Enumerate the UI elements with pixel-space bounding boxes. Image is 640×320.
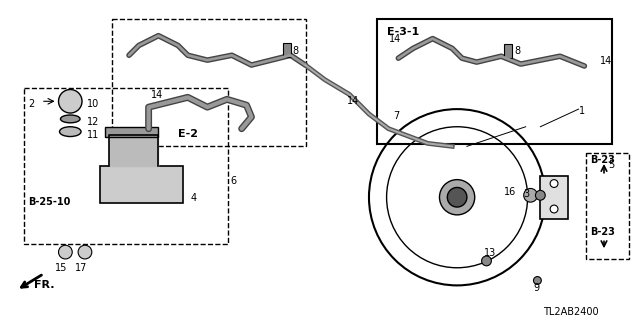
Bar — [283, 44, 291, 57]
Bar — [100, 166, 183, 203]
Circle shape — [440, 180, 475, 215]
Circle shape — [58, 90, 82, 113]
Text: B-25-10: B-25-10 — [28, 197, 70, 207]
Bar — [586, 153, 630, 259]
Bar — [540, 176, 568, 219]
Circle shape — [550, 205, 558, 213]
Circle shape — [481, 256, 492, 266]
Text: 16: 16 — [504, 188, 516, 197]
Text: 8: 8 — [292, 46, 299, 56]
Text: E-3-1: E-3-1 — [387, 27, 419, 37]
Ellipse shape — [60, 127, 81, 137]
Circle shape — [536, 190, 545, 200]
Text: 5: 5 — [608, 160, 614, 170]
Text: 14: 14 — [348, 96, 360, 106]
Bar — [24, 88, 228, 244]
Text: TL2AB2400: TL2AB2400 — [543, 307, 599, 317]
Text: 6: 6 — [230, 176, 236, 186]
Text: 1: 1 — [579, 106, 585, 116]
Text: 8: 8 — [514, 46, 520, 56]
Text: B-23: B-23 — [590, 155, 615, 165]
Bar — [113, 19, 307, 146]
Text: 14: 14 — [600, 56, 612, 66]
Circle shape — [550, 180, 558, 188]
Text: 15: 15 — [55, 263, 68, 273]
Text: 4: 4 — [191, 193, 197, 203]
Text: 11: 11 — [87, 130, 99, 140]
Text: 12: 12 — [87, 117, 99, 127]
Text: 9: 9 — [534, 284, 540, 293]
Bar — [377, 19, 612, 144]
Ellipse shape — [61, 115, 80, 123]
Polygon shape — [109, 135, 159, 166]
Circle shape — [78, 245, 92, 259]
Text: FR.: FR. — [34, 279, 54, 290]
Text: B-23: B-23 — [590, 227, 615, 236]
Text: 3: 3 — [524, 189, 530, 199]
Bar — [104, 127, 159, 137]
Text: E-2: E-2 — [178, 129, 198, 139]
Text: 10: 10 — [87, 99, 99, 109]
Text: 7: 7 — [394, 111, 400, 121]
Text: 14: 14 — [388, 34, 401, 44]
Bar — [504, 44, 512, 58]
Text: 14: 14 — [150, 90, 163, 100]
Circle shape — [58, 245, 72, 259]
Text: 2: 2 — [28, 99, 35, 109]
Circle shape — [524, 188, 538, 202]
Circle shape — [447, 188, 467, 207]
Text: 17: 17 — [75, 263, 87, 273]
Circle shape — [534, 276, 541, 284]
Text: 13: 13 — [484, 248, 496, 258]
